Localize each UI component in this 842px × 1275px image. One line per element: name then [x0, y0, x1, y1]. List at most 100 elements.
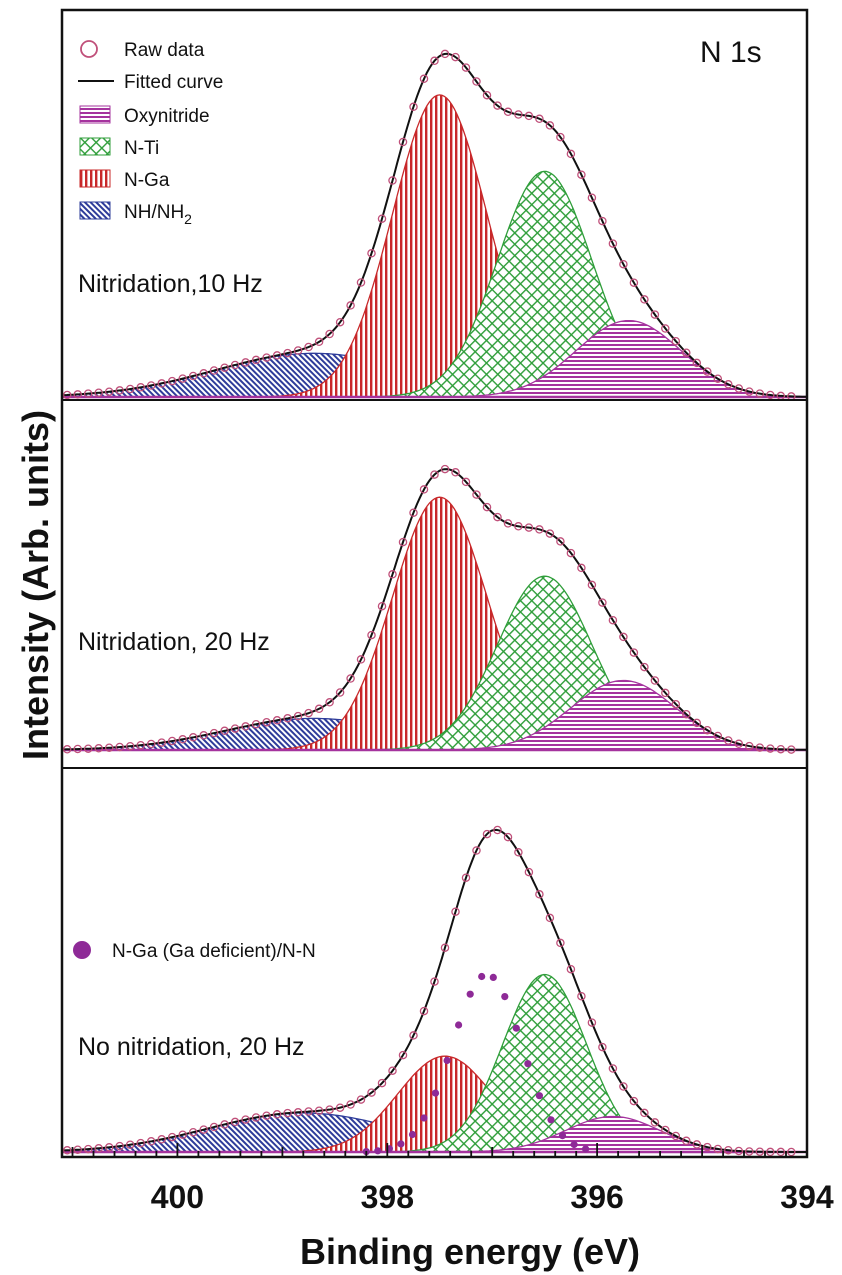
extra-legend: N-Ga (Ga deficient)/N-N	[73, 941, 316, 962]
raw-data-point	[472, 490, 481, 499]
x-axis-title: Binding energy (eV)	[300, 1231, 640, 1272]
raw-data-point	[293, 1108, 303, 1117]
raw-data-point	[713, 374, 723, 383]
raw-data-point	[787, 1147, 796, 1157]
raw-data-point	[472, 846, 481, 855]
raw-data-point	[367, 630, 376, 640]
raw-data-point	[146, 739, 156, 749]
raw-data-point	[178, 735, 187, 744]
raw-data-point	[692, 718, 702, 728]
raw-data-point	[304, 708, 313, 718]
raw-data-point	[713, 731, 723, 741]
peak-nga-panel-2	[62, 496, 807, 751]
raw-data-point	[199, 731, 208, 740]
ngadef-point	[582, 1145, 590, 1153]
x-tick-label: 400	[151, 1179, 204, 1215]
raw-data-point	[545, 529, 555, 538]
raw-data-point	[73, 744, 82, 754]
raw-data-point	[146, 381, 156, 390]
raw-data-point	[619, 632, 628, 642]
raw-data-point	[209, 366, 219, 375]
panel-label-3: No nitridation, 20 Hz	[78, 1033, 305, 1061]
raw-data-point	[104, 743, 114, 752]
raw-data-point	[461, 63, 471, 72]
raw-data-point	[293, 711, 303, 721]
raw-data-point	[598, 598, 607, 607]
ngadef-point	[478, 972, 486, 981]
raw-data-point	[577, 563, 586, 573]
legend-nti-swatch	[79, 137, 111, 156]
raw-data-point	[178, 1130, 187, 1139]
raw-data-point	[461, 873, 471, 882]
raw-data-point	[608, 615, 618, 625]
raw-data-point	[535, 525, 544, 534]
legend-oxynitride-swatch	[79, 105, 111, 124]
ngadef-point	[408, 1130, 417, 1139]
raw-data-point	[724, 380, 733, 389]
raw-data-point	[283, 714, 292, 723]
raw-data-point	[482, 829, 492, 839]
raw-data-point	[556, 132, 565, 142]
raw-data-point	[241, 722, 250, 731]
raw-data-point	[682, 1136, 691, 1146]
raw-data-point	[734, 384, 744, 393]
raw-data-point	[115, 1141, 124, 1151]
raw-data-point	[493, 101, 502, 110]
raw-data-point	[356, 1095, 366, 1104]
raw-data-point	[419, 74, 429, 84]
raw-data-point	[724, 1145, 733, 1155]
raw-data-point	[608, 239, 618, 248]
raw-data-point	[482, 502, 492, 512]
raw-data-point	[283, 1108, 292, 1118]
legend-oxynitride-label: Oxynitride	[124, 106, 210, 127]
raw-data-point	[377, 1078, 387, 1088]
raw-data-point	[451, 468, 460, 477]
raw-data-point	[566, 149, 576, 159]
raw-data-point	[125, 741, 135, 751]
raw-data-point	[388, 570, 397, 579]
raw-data-point	[188, 371, 198, 381]
raw-data-point	[136, 740, 145, 750]
ngadef-point	[489, 973, 497, 982]
raw-data-point	[671, 336, 681, 346]
raw-data-point	[62, 745, 72, 754]
raw-data-point	[535, 890, 544, 899]
ngadef-point	[420, 1114, 428, 1122]
ngadef-point	[558, 1132, 567, 1140]
raw-data-point	[146, 1137, 156, 1146]
raw-data-point	[377, 601, 387, 611]
ngadef-point	[535, 1092, 544, 1100]
raw-data-point	[325, 698, 334, 707]
ngadef-point	[466, 990, 474, 998]
raw-data-point	[524, 867, 534, 877]
raw-data-point	[314, 704, 324, 714]
raw-data-point	[272, 1110, 282, 1119]
raw-data-point	[115, 742, 124, 752]
panel-3: No nitridation, 20 Hz	[61, 825, 807, 1157]
raw-data-point	[230, 1117, 240, 1127]
raw-data-point	[325, 1105, 334, 1114]
raw-data-point	[734, 739, 744, 749]
raw-data-point	[188, 1127, 198, 1137]
raw-data-point	[62, 1146, 72, 1155]
raw-data-point	[62, 390, 72, 400]
raw-data-point	[409, 1031, 418, 1040]
raw-data-point	[167, 736, 177, 746]
raw-data-point	[514, 848, 523, 857]
raw-data-point	[335, 688, 345, 697]
raw-data-point	[703, 725, 712, 735]
raw-data-point	[230, 724, 240, 733]
raw-data-point	[388, 176, 397, 185]
y-axis-title: Intensity (Arb. units)	[15, 410, 56, 760]
raw-data-point	[209, 1122, 219, 1132]
legend: Raw data Fitted curve Oxynitride N-Ti N-…	[78, 40, 223, 227]
raw-data-point	[755, 389, 765, 398]
raw-data-point	[619, 259, 628, 269]
raw-data-point	[503, 519, 513, 528]
raw-data-point	[493, 825, 502, 835]
raw-data-point	[514, 110, 523, 119]
raw-data-point	[472, 77, 481, 86]
legend-raw-marker	[80, 40, 98, 58]
raw-data-point	[545, 913, 555, 923]
